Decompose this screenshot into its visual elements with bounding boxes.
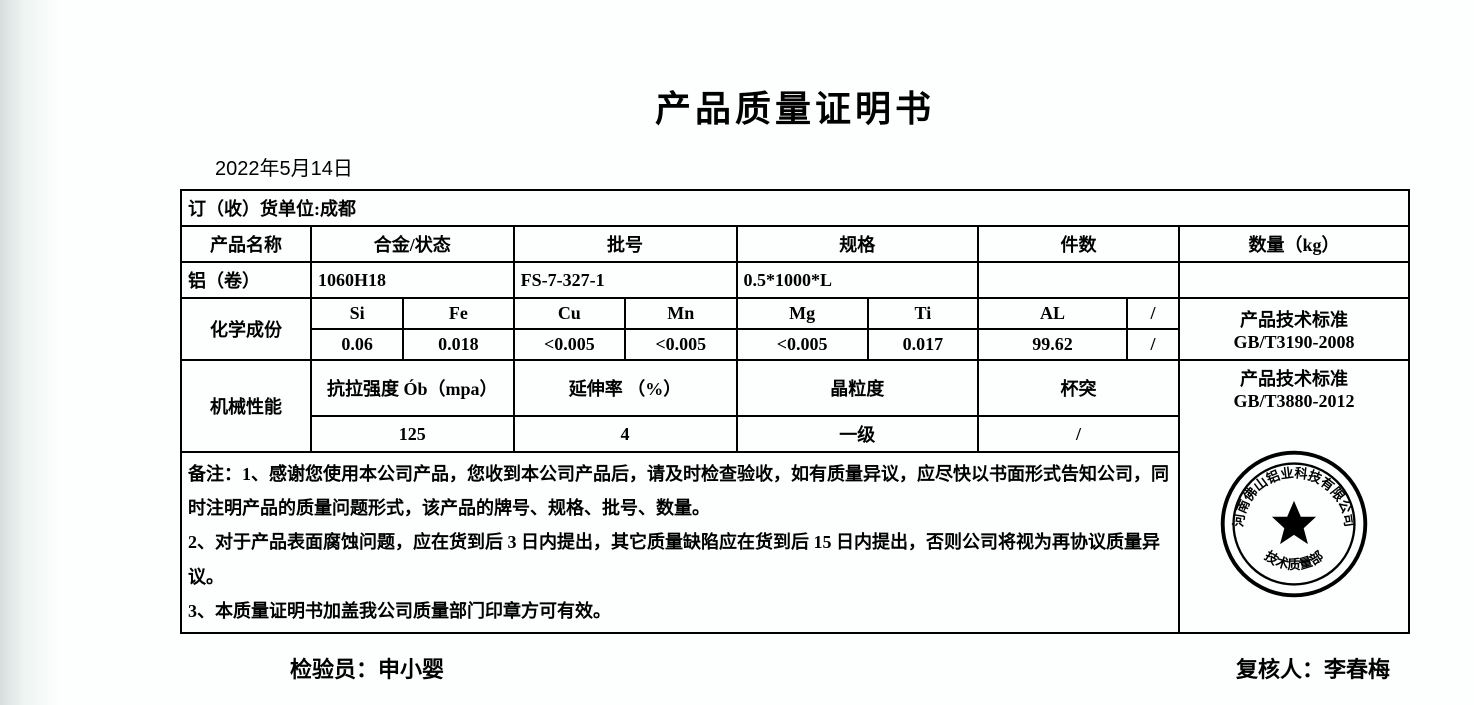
certificate-table: 订（收）货单位:成都 产品名称 合金/状态 批号 规格 件数 数量（kg） 铝（… (180, 189, 1410, 634)
chem-v-slash: / (1127, 329, 1179, 360)
mech-std: 产品技术标准 GB/T3880-2012 (1179, 360, 1409, 416)
chem-v-si: 0.06 (311, 329, 403, 360)
remarks-label: 备注： (188, 464, 242, 484)
mech-cup-h: 杯突 (978, 360, 1179, 416)
svg-text:技术质量部: 技术质量部 (1262, 547, 1326, 572)
issue-date: 2022年5月14日 (215, 152, 1420, 181)
td-spec: 0.5*1000*L (737, 262, 979, 298)
inspector-block: 检验员：申小婴 (290, 652, 444, 684)
remarks-p2: 2、对于产品表面腐蚀问题，应在货到后 3 日内提出，其它质量缺陷应在货到后 15… (188, 532, 1160, 586)
chem-h-mn: Mn (625, 298, 736, 329)
mech-tensile-h: 抗拉强度 Ób（mpa） (311, 360, 514, 416)
inspector-name: 申小婴 (378, 657, 444, 682)
mech-std-value: GB/T3880-2012 (1186, 391, 1402, 412)
chem-h-fe: Fe (403, 298, 513, 329)
stamp-cell: 河南佛山铝业科技有限公司 技术质量部 (1179, 416, 1409, 633)
th-batch: 批号 (514, 226, 737, 262)
mech-cup-v: / (978, 416, 1179, 452)
mech-elong-h: 延伸率 （%） (514, 360, 737, 416)
chem-h-mg: Mg (737, 298, 868, 329)
td-count (978, 262, 1179, 298)
th-alloy: 合金/状态 (311, 226, 514, 262)
signature-row: 检验员：申小婴 复核人：李春梅 (290, 652, 1390, 684)
order-unit-label: 订（收）货单位: (188, 199, 320, 219)
stamp-bottom-text: 技术质量部 (1262, 547, 1326, 572)
td-alloy: 1060H18 (311, 262, 514, 298)
chem-std-label: 产品技术标准 (1186, 306, 1402, 332)
chem-std: 产品技术标准 GB/T3190-2008 (1179, 298, 1409, 360)
chem-v-mn: <0.005 (625, 329, 736, 360)
chem-h-cu: Cu (514, 298, 625, 329)
th-count: 件数 (978, 226, 1179, 262)
chem-v-ti: 0.017 (868, 329, 978, 360)
mech-label: 机械性能 (181, 360, 311, 452)
mech-elong-v: 4 (514, 416, 737, 452)
scan-shadow (0, 0, 60, 705)
mech-tensile-v: 125 (311, 416, 514, 452)
reviewer-label: 复核人： (1236, 657, 1324, 682)
inspector-label: 检验员： (290, 657, 378, 682)
chem-h-slash: / (1127, 298, 1179, 329)
order-unit-value: 成都 (320, 199, 356, 219)
mech-grain-h: 晶粒度 (737, 360, 979, 416)
mech-std-label: 产品技术标准 (1186, 365, 1402, 391)
th-spec: 规格 (737, 226, 979, 262)
chem-h-ti: Ti (868, 298, 978, 329)
remarks-cell: 备注：1、感谢您使用本公司产品，您收到本公司产品后，请及时检查验收，如有质量异议… (181, 452, 1179, 633)
chem-v-mg: <0.005 (737, 329, 868, 360)
chem-h-al: AL (978, 298, 1127, 329)
remarks-p3: 3、本质量证明书加盖我公司质量部门印章方可有效。 (188, 601, 611, 621)
chem-label: 化学成份 (181, 298, 311, 360)
chem-v-cu: <0.005 (514, 329, 625, 360)
reviewer-block: 复核人：李春梅 (1236, 652, 1390, 684)
order-unit-cell: 订（收）货单位:成都 (181, 190, 1409, 226)
remarks-p1: 1、感谢您使用本公司产品，您收到本公司产品后，请及时检查验收，如有质量异议，应尽… (188, 464, 1169, 518)
page-title: 产品质量证明书 (170, 80, 1420, 132)
td-batch: FS-7-327-1 (514, 262, 737, 298)
chem-h-si: Si (311, 298, 403, 329)
chem-std-value: GB/T3190-2008 (1186, 332, 1402, 353)
certificate-page: 产品质量证明书 2022年5月14日 订（收）货单位:成都 产品名称 合金/状态… (170, 80, 1420, 684)
mech-grain-v: 一级 (737, 416, 979, 452)
td-qty (1179, 262, 1409, 298)
stamp-icon: 河南佛山铝业科技有限公司 技术质量部 (1217, 446, 1372, 601)
chem-v-fe: 0.018 (403, 329, 513, 360)
th-qty: 数量（kg） (1179, 226, 1409, 262)
th-product-name: 产品名称 (181, 226, 311, 262)
reviewer-name: 李春梅 (1324, 657, 1390, 682)
chem-v-al: 99.62 (978, 329, 1127, 360)
td-product-name: 铝（卷） (181, 262, 311, 298)
